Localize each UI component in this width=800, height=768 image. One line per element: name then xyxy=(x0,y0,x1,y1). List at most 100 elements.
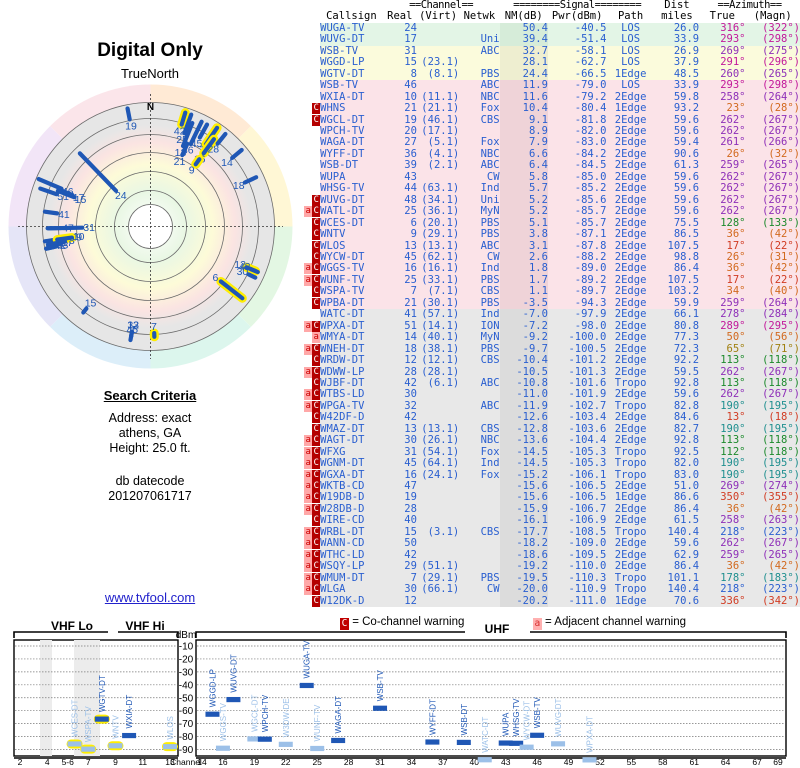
table-row[interactable]: WSB-TV 31 ABC 32.7 -58.1 LOS 26.9 269° (275°) xyxy=(300,45,800,58)
signal-table-panel[interactable]: ==Channel== ========Signal======== Dist … xyxy=(300,0,800,608)
col-dist-miles[interactable]: miles xyxy=(661,10,693,23)
channel-bar[interactable] xyxy=(310,745,325,752)
channel-bar[interactable] xyxy=(373,705,388,711)
table-row[interactable]: C WMAZ-DT 13 (13.1) CBS -12.8 -103.6 2Edge 82.7 1… xyxy=(300,423,800,436)
radar-station-marker[interactable] xyxy=(180,120,195,149)
channel-bar[interactable] xyxy=(331,737,346,744)
cell-callsign[interactable]: WDWW-LP xyxy=(320,366,383,378)
cell-callsign[interactable]: WUVG-DT xyxy=(320,33,383,46)
cell-callsign[interactable]: WRBL-DT xyxy=(320,526,383,539)
channel-bar[interactable] xyxy=(456,739,471,746)
cell-callsign[interactable]: WSB-TV xyxy=(320,79,383,92)
table-row[interactable]: C W12DK-D 12 -20.2 -111.0 1Edge 70.6 336° (342°) xyxy=(300,595,800,608)
table-row[interactable]: a C WMUM-DT 7 (29.1) PBS -19.5 -110.3 Tropo 101.1… xyxy=(300,572,800,585)
table-row[interactable]: a C WTHC-LD 42 -18.6 -109.5 2Edge 62.9 259° (265°… xyxy=(300,549,800,562)
radar-marker-group[interactable]: 1942251321364571628914181242306153213457… xyxy=(36,106,261,343)
cell-callsign[interactable]: WSB-TV xyxy=(320,45,383,58)
table-row[interactable]: C WPBA-DT 21 (30.1) PBS -3.5 -94.3 2Edge 59.9 259… xyxy=(300,297,800,310)
table-row[interactable]: a C WSQY-LP 29 (51.1) -19.2 -110.0 2Edge 86.4 36°… xyxy=(300,560,800,573)
cell-callsign[interactable]: WTBS-LD xyxy=(320,388,383,401)
cell-callsign[interactable]: WSQY-LP xyxy=(320,560,383,573)
cell-callsign[interactable]: WUGA-TV xyxy=(320,22,383,35)
channel-bar[interactable] xyxy=(247,736,262,742)
table-row[interactable]: C W42DF-D 42 -12.6 -103.4 2Edge 84.6 13° (18°) xyxy=(300,411,800,424)
col-pwr-dbm[interactable]: Pwr(dBm) xyxy=(551,10,603,23)
cell-callsign[interactable]: WKTB-CD xyxy=(320,480,383,493)
cell-callsign[interactable]: WLGA xyxy=(320,583,383,596)
radar-station-marker[interactable] xyxy=(201,137,217,156)
table-row[interactable]: a C WDWW-LP 28 (28.1) -10.5 -101.3 2Edge 59.5 262… xyxy=(300,366,800,378)
channel-bar[interactable] xyxy=(477,757,492,763)
radar-station-marker[interactable] xyxy=(38,186,59,197)
channel-bar[interactable] xyxy=(257,736,272,742)
cell-callsign[interactable]: WJBF-DT xyxy=(320,377,383,390)
table-row[interactable]: C WRDW-DT 12 (12.1) CBS -10.4 -101.2 2Edge 92.2 1… xyxy=(300,354,800,367)
col-path[interactable]: Path xyxy=(617,10,644,23)
table-row[interactable]: C WNTV 9 (29.1) PBS 3.8 -87.1 2Edge 86.5 36° (42°) xyxy=(300,228,800,241)
radar-station-marker[interactable] xyxy=(246,272,258,280)
radar-station-marker[interactable] xyxy=(179,110,188,127)
table-row[interactable]: C WCES-DT 6 (20.1) PBS 5.1 -85.7 2Edge 75.5 128°(… xyxy=(300,217,800,230)
cell-callsign[interactable]: W42DF-D xyxy=(320,411,383,424)
channel-bar[interactable] xyxy=(67,741,82,747)
channel-bar[interactable] xyxy=(215,745,230,751)
table-row[interactable]: WATC-DT 41 (57.1) Ind -7.0 -97.9 2Edge 66.1 278°… xyxy=(300,308,800,321)
cell-callsign[interactable]: WLOS xyxy=(320,240,383,252)
table-row[interactable]: WUGA-TV 24 50.4 -40.5 LOS 26.0 316° (322°) xyxy=(300,22,800,35)
table-row[interactable]: WHSG-TV 44 (63.1) Ind 5.7 -85.2 2Edge 59.6 262°(… xyxy=(300,182,800,195)
cell-callsign[interactable]: WHNS xyxy=(320,102,383,115)
radar-station-marker[interactable] xyxy=(128,334,134,343)
cell-callsign[interactable]: WGGS-TV xyxy=(320,262,383,275)
table-row[interactable]: WSB-DT 39 (2.1) ABC 6.4 -84.5 2Edge 61.3 259° (26… xyxy=(300,159,800,172)
table-row[interactable]: a C WATL-DT 25 (36.1) MyN 5.2 -85.7 2Edge 59.6 262… xyxy=(300,205,800,218)
cell-callsign[interactable]: W12DK-D xyxy=(320,595,383,608)
cell-callsign[interactable]: WUVG-DT xyxy=(320,194,383,207)
table-row[interactable]: a C WGGS-TV 16 (16.1) Ind 1.8 -89.0 2Edge 86.4 36°… xyxy=(300,262,800,275)
radar-station-marker[interactable] xyxy=(125,106,132,122)
channel-bar[interactable] xyxy=(509,740,524,746)
table-row[interactable]: a C WUNF-TV 25 (33.1) PBS 1.7 -89.2 2Edge 107.5 17… xyxy=(300,274,800,287)
channel-bar[interactable] xyxy=(278,741,293,747)
channel-bar[interactable] xyxy=(163,744,177,750)
table-row[interactable]: C WUVG-DT 48 (34.1) Uni 5.2 -85.6 2Edge 59.6 262°… xyxy=(300,194,800,207)
polar-signal-plot[interactable]: N 19422513213645716289141812423061532134… xyxy=(8,84,293,369)
table-row[interactable]: WUPA 43 CW 5.8 -85.0 2Edge 59.6 262° (267°) xyxy=(300,171,800,184)
table-row[interactable]: C WYCW-DT 45 (62.1) CW 2.6 -88.2 2Edge 98.8 26° (3… xyxy=(300,251,800,264)
table-row[interactable]: WXIA-DT 10 (11.1) NBC 11.6 -79.2 2Edge 59.8 258°… xyxy=(300,91,800,104)
cell-callsign[interactable]: WGNM-DT xyxy=(320,457,383,470)
col-az-magn[interactable]: (Magn) xyxy=(753,10,792,23)
cell-callsign[interactable]: WFXG xyxy=(320,446,383,459)
cell-callsign[interactable]: WPBA-DT xyxy=(320,297,383,310)
cell-callsign[interactable]: WUNF-TV xyxy=(320,274,383,287)
table-row[interactable]: WGGD-LP 15 (23.1) 28.1 -62.7 LOS 37.9 291° (296°… xyxy=(300,56,800,69)
cell-callsign[interactable]: WHSG-TV xyxy=(320,182,383,195)
cell-callsign[interactable]: WMUM-DT xyxy=(320,572,383,585)
cell-callsign[interactable]: WSPA-TV xyxy=(320,285,383,298)
cell-callsign[interactable]: WGXA-DT xyxy=(320,469,383,482)
radar-station-marker[interactable] xyxy=(182,112,194,136)
table-row[interactable]: WPCH-TV 20 (17.1) 8.9 -82.0 2Edge 59.6 262° (267… xyxy=(300,125,800,138)
table-row[interactable]: a C WFXG 31 (54.1) Fox -14.5 -105.3 Tropo 92.5 112… xyxy=(300,446,800,459)
channel-bar[interactable] xyxy=(425,739,440,745)
col-az-true[interactable]: True xyxy=(709,10,735,23)
channel-bar[interactable] xyxy=(299,682,314,689)
table-row[interactable]: a C WNEH-DT 18 (38.1) PBS -9.7 -100.5 2Edge 72.3 6… xyxy=(300,343,800,356)
channel-bar[interactable] xyxy=(519,744,534,750)
table-row[interactable]: a C WAGT-DT 30 (26.1) NBC -13.6 -104.4 2Edge 92.8… xyxy=(300,434,800,447)
table-row[interactable]: a C WANN-CD 50 -18.2 -109.0 2Edge 59.6 262° (267°… xyxy=(300,537,800,550)
tvfool-site-link[interactable]: www.tvfool.com xyxy=(104,590,196,605)
cell-callsign[interactable]: WGTV-DT xyxy=(320,68,383,81)
radar-station-marker[interactable] xyxy=(42,209,60,216)
table-row[interactable]: a C WPXA-DT 51 (14.1) ION -7.2 -98.0 2Edge 80.8 28… xyxy=(300,320,800,333)
cell-callsign[interactable]: WSB-DT xyxy=(320,159,383,172)
table-row[interactable]: a C W28DB-D 28 -15.9 -106.7 2Edge 86.4 36° (42°) xyxy=(300,503,800,516)
radar-station-marker[interactable] xyxy=(77,151,119,193)
radar-station-marker[interactable] xyxy=(81,306,89,315)
radar-station-marker[interactable] xyxy=(56,187,75,198)
cell-callsign[interactable]: WYCW-DT xyxy=(320,251,383,264)
table-row[interactable]: a WMYA-DT 14 (40.1) MyN -9.2 -100.0 2Edge 77.3 50… xyxy=(300,331,800,344)
table-row[interactable]: WAGA-DT 27 (5.1) Fox 7.9 -83.0 2Edge 59.4 261° (2… xyxy=(300,136,800,149)
cell-callsign[interactable]: WANN-CD xyxy=(320,537,383,550)
table-row[interactable]: WUVG-DT 17 Uni 39.4 -51.4 LOS 33.9 293° (298°) xyxy=(300,33,800,46)
cell-callsign[interactable]: WRDW-DT xyxy=(320,354,383,367)
